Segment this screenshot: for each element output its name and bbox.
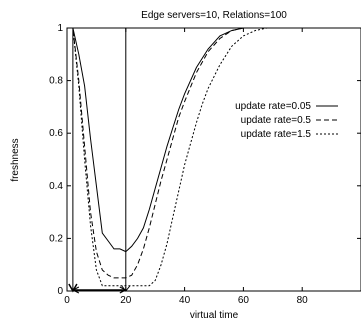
arrowhead — [121, 285, 131, 292]
series-line — [67, 27, 361, 287]
series-line — [67, 27, 361, 279]
series-line — [67, 27, 361, 253]
y-tick-label: 0.2 — [49, 233, 63, 244]
legend: update rate=0.05 update rate=0.5 update ra… — [235, 101, 338, 140]
axis-ticks: 0 20 40 60 80 0 0.2 0.4 0.6 0.8 1 — [49, 23, 361, 306]
legend-label: update rate=0.5 — [241, 115, 312, 126]
arrowhead — [119, 286, 127, 294]
y-tick-label: 0 — [57, 286, 63, 297]
y-tick-label: 0.4 — [49, 181, 63, 192]
x-tick-label: 60 — [238, 295, 250, 306]
arrowhead — [68, 283, 78, 293]
x-tick-label: 0 — [64, 295, 70, 306]
y-tick-label: 1 — [57, 23, 63, 34]
arrowhead — [71, 286, 80, 294]
x-axis-label: virtual time — [190, 310, 239, 321]
x-tick-label: 20 — [120, 295, 132, 306]
x-tick-label: 40 — [179, 295, 191, 306]
chart-title: Edge servers=10, Relations=100 — [141, 10, 287, 21]
legend-label: update rate=1.5 — [241, 129, 312, 140]
y-tick-label: 0.8 — [49, 76, 63, 87]
data-series — [67, 27, 361, 287]
y-tick-label: 0.6 — [49, 128, 63, 139]
reference-lines — [68, 28, 131, 294]
legend-label: update rate=0.05 — [235, 101, 311, 112]
x-tick-label: 80 — [297, 295, 309, 306]
y-axis-label: freshness — [10, 138, 21, 181]
plot-frame — [66, 27, 361, 292]
